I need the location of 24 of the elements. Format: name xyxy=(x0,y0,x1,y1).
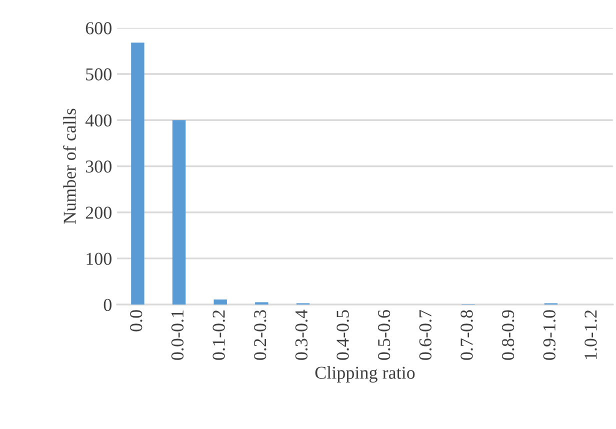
bar xyxy=(172,120,186,305)
y-axis-title: Number of calls xyxy=(62,108,76,224)
bar xyxy=(131,42,144,305)
y-tick-label: 0 xyxy=(104,298,112,312)
y-tick-label: 600 xyxy=(86,22,112,34)
y-tick-label: 200 xyxy=(86,206,112,219)
x-tick-label: 0.0 xyxy=(130,310,142,332)
bar xyxy=(214,300,227,305)
x-tick-label: 0.5-0.6 xyxy=(378,310,390,360)
y-tick-label: 400 xyxy=(85,114,112,127)
x-tick-label: 0.7-0.8 xyxy=(460,310,473,360)
x-tick-label: 0.1-0.2 xyxy=(212,310,225,360)
x-tick-label: 0.8-0.9 xyxy=(502,310,514,360)
x-axis-title: Clipping ratio xyxy=(315,366,415,383)
x-tick-label: 0.4-0.5 xyxy=(336,310,349,360)
x-tick-label: 0.9-1.0 xyxy=(543,310,556,360)
x-tick-label: 1.0-1.2 xyxy=(584,310,597,360)
x-tick-label: 0.2-0.3 xyxy=(254,310,266,360)
x-tick-label: 0.6-0.7 xyxy=(419,310,432,360)
y-tick-label: 500 xyxy=(86,68,112,80)
y-tick-label: 300 xyxy=(86,160,112,173)
x-tick-label: 0.0-0.1 xyxy=(171,310,184,360)
y-tick-label: 100 xyxy=(86,252,112,265)
x-tick-label: 0.3-0.4 xyxy=(295,310,308,360)
